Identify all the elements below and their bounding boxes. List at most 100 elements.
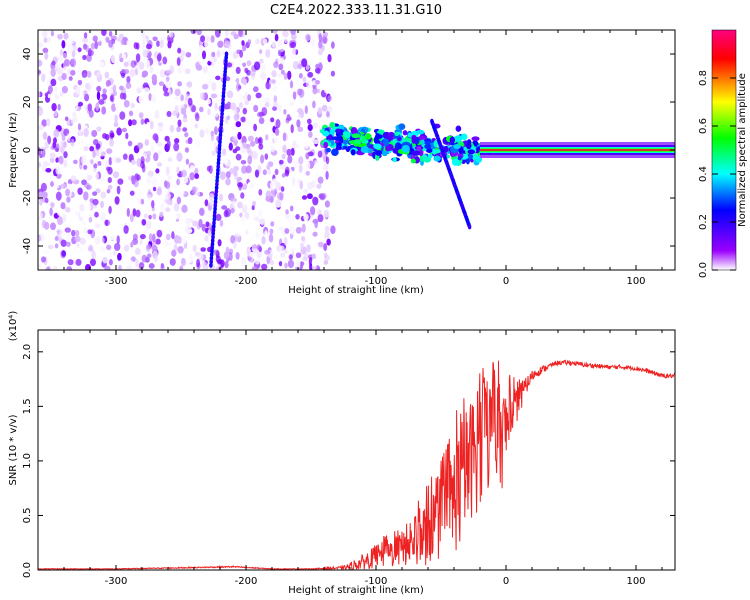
heatmap-cell	[102, 88, 107, 95]
heatmap-cell	[213, 249, 220, 255]
heatmap-cell	[308, 112, 314, 119]
heatmap-cell	[264, 153, 269, 160]
heatmap-cell	[235, 153, 242, 161]
heatmap-cell	[145, 220, 152, 230]
heatmap-cell	[138, 262, 145, 270]
heatmap-cell	[180, 49, 186, 57]
heatmap-cell	[153, 152, 159, 162]
heatmap-cell	[389, 134, 394, 141]
heatmap-cell	[68, 43, 73, 53]
heatmap-cell	[109, 231, 115, 241]
heatmap-cell	[157, 122, 164, 127]
heatmap-cell	[81, 156, 86, 165]
heatmap-cell	[65, 241, 71, 247]
heatmap-cell	[283, 249, 288, 254]
heatmap-cell	[238, 93, 243, 101]
heatmap-cell	[312, 100, 316, 109]
heatmap-cell	[144, 138, 150, 146]
heatmap-cell	[223, 157, 228, 165]
snr-frame	[37, 329, 676, 571]
heatmap-cell	[156, 162, 163, 167]
heatmap-cell	[177, 235, 182, 244]
heatmap-cell	[196, 258, 201, 268]
heatmap-cell	[113, 250, 117, 256]
heatmap-cell	[55, 62, 61, 69]
heatmap-cell	[326, 238, 331, 246]
heatmap-cell	[107, 85, 112, 94]
heatmap-cell	[303, 188, 309, 195]
heatmap-cell	[55, 165, 61, 175]
heatmap-cell	[139, 237, 143, 246]
heatmap-cell	[42, 30, 48, 38]
heatmap-cell	[150, 103, 156, 110]
heatmap-cell	[114, 100, 120, 110]
heatmap-cell	[180, 107, 187, 115]
heatmap-cell	[242, 225, 249, 232]
heatmap-cell	[226, 115, 231, 121]
heatmap-cell	[421, 153, 428, 162]
heatmap-cell	[156, 40, 160, 47]
heatmap-cell	[453, 144, 461, 150]
heatmap-cell	[118, 264, 122, 270]
heatmap-cell	[308, 131, 313, 139]
heatmap-cell	[191, 117, 196, 126]
heatmap-cell	[206, 98, 211, 105]
heatmap-cell	[142, 49, 148, 58]
heatmap-cell	[249, 252, 255, 258]
heatmap-cell	[307, 71, 314, 78]
heatmap-cell	[223, 251, 230, 260]
heatmap-cell	[401, 144, 410, 153]
heatmap-cell	[114, 114, 118, 124]
heatmap-cell	[39, 212, 43, 219]
heatmap-cell	[137, 142, 144, 150]
heatmap-cell	[50, 181, 54, 187]
heatmap-cell	[85, 263, 91, 270]
heatmap-cell	[351, 133, 361, 139]
heatmap-cell	[150, 94, 157, 103]
heatmap-cell	[283, 236, 288, 246]
heatmap-cell	[229, 168, 234, 175]
heatmap-cell	[326, 110, 330, 119]
heatmap-cell	[101, 106, 107, 115]
heatmap-cell	[265, 190, 272, 200]
heatmap-cell	[74, 247, 79, 256]
heatmap-cell	[195, 113, 200, 122]
heatmap-cell	[264, 230, 268, 239]
snr-x-tick-label: -300	[105, 576, 128, 587]
heatmap-cell	[46, 265, 51, 270]
heatmap-cell	[124, 244, 130, 252]
heatmap-cell	[93, 163, 98, 169]
heatmap-cell	[63, 58, 71, 67]
heatmap-cell	[255, 92, 262, 99]
heatmap-cell	[38, 91, 41, 98]
heatmap-cell	[189, 253, 193, 262]
heatmap-cell	[157, 263, 161, 268]
heatmap-cell	[44, 51, 49, 60]
heatmap-cell	[176, 152, 183, 162]
heatmap-cell	[146, 175, 152, 185]
heatmap-cell	[258, 143, 264, 150]
heatmap-cell	[223, 103, 230, 110]
heatmap-cell	[301, 235, 306, 242]
heatmap-cell	[144, 226, 148, 235]
heatmap-cell	[292, 91, 297, 100]
heatmap-cell	[207, 228, 212, 237]
heatmap-cell	[275, 119, 281, 129]
heatmap-cell	[383, 138, 390, 147]
heatmap-cell	[138, 112, 144, 119]
heatmap-cell	[270, 221, 275, 227]
heatmap-cell	[205, 35, 210, 43]
heatmap-cell	[238, 102, 244, 109]
heatmap-cell	[167, 40, 172, 49]
heatmap-cell	[250, 141, 256, 147]
heatmap-cell	[43, 37, 48, 43]
heatmap-cell	[323, 85, 330, 94]
heatmap-cell	[235, 186, 240, 196]
heatmap-cell	[182, 127, 188, 132]
heatmap-cell	[117, 178, 124, 185]
heatmap-cell	[278, 63, 284, 71]
heatmap-cell	[289, 205, 294, 212]
heatmap-cell	[85, 203, 91, 211]
heatmap-cell	[136, 174, 141, 181]
